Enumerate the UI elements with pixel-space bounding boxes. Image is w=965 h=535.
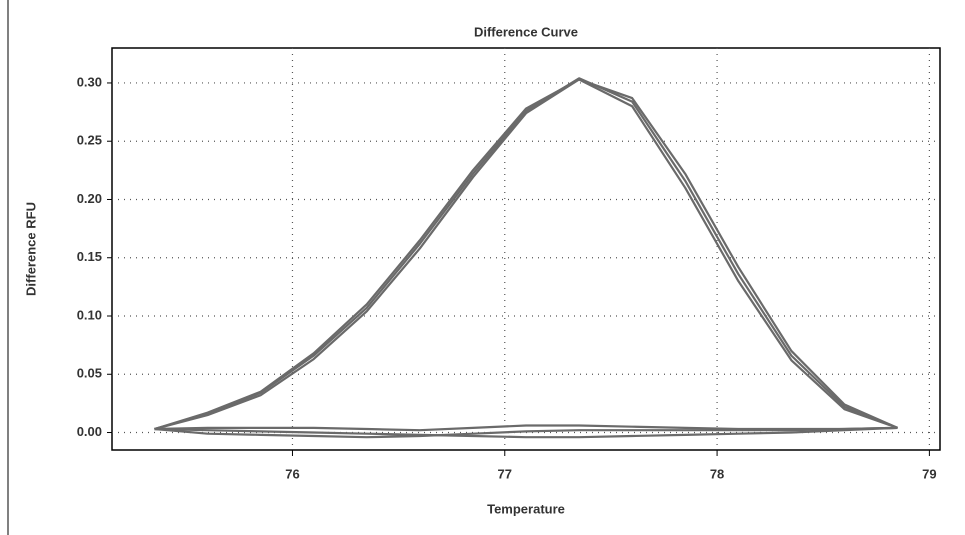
data-line bbox=[154, 426, 898, 439]
plot-frame bbox=[111, 47, 941, 451]
x-tick-label: 76 bbox=[285, 466, 299, 481]
x-axis-label: Temperature bbox=[487, 501, 565, 516]
data-line bbox=[154, 424, 898, 432]
data-line bbox=[154, 78, 898, 431]
y-tick-label: 0.25 bbox=[77, 133, 102, 148]
y-tick-label: 0.05 bbox=[77, 366, 102, 381]
chart-title: Difference Curve bbox=[474, 24, 578, 39]
y-tick-label: 0.10 bbox=[77, 307, 102, 322]
data-line bbox=[154, 78, 898, 431]
y-tick-label: 0.30 bbox=[77, 74, 102, 89]
data-line bbox=[154, 77, 898, 431]
y-axis-label: Difference RFU bbox=[23, 202, 38, 296]
x-tick-label: 79 bbox=[922, 466, 936, 481]
x-tick-label: 77 bbox=[498, 466, 512, 481]
x-tick-label: 78 bbox=[710, 466, 724, 481]
y-tick-label: 0.00 bbox=[77, 424, 102, 439]
y-tick-label: 0.20 bbox=[77, 191, 102, 206]
y-tick-label: 0.15 bbox=[77, 249, 102, 264]
data-line bbox=[154, 426, 898, 439]
